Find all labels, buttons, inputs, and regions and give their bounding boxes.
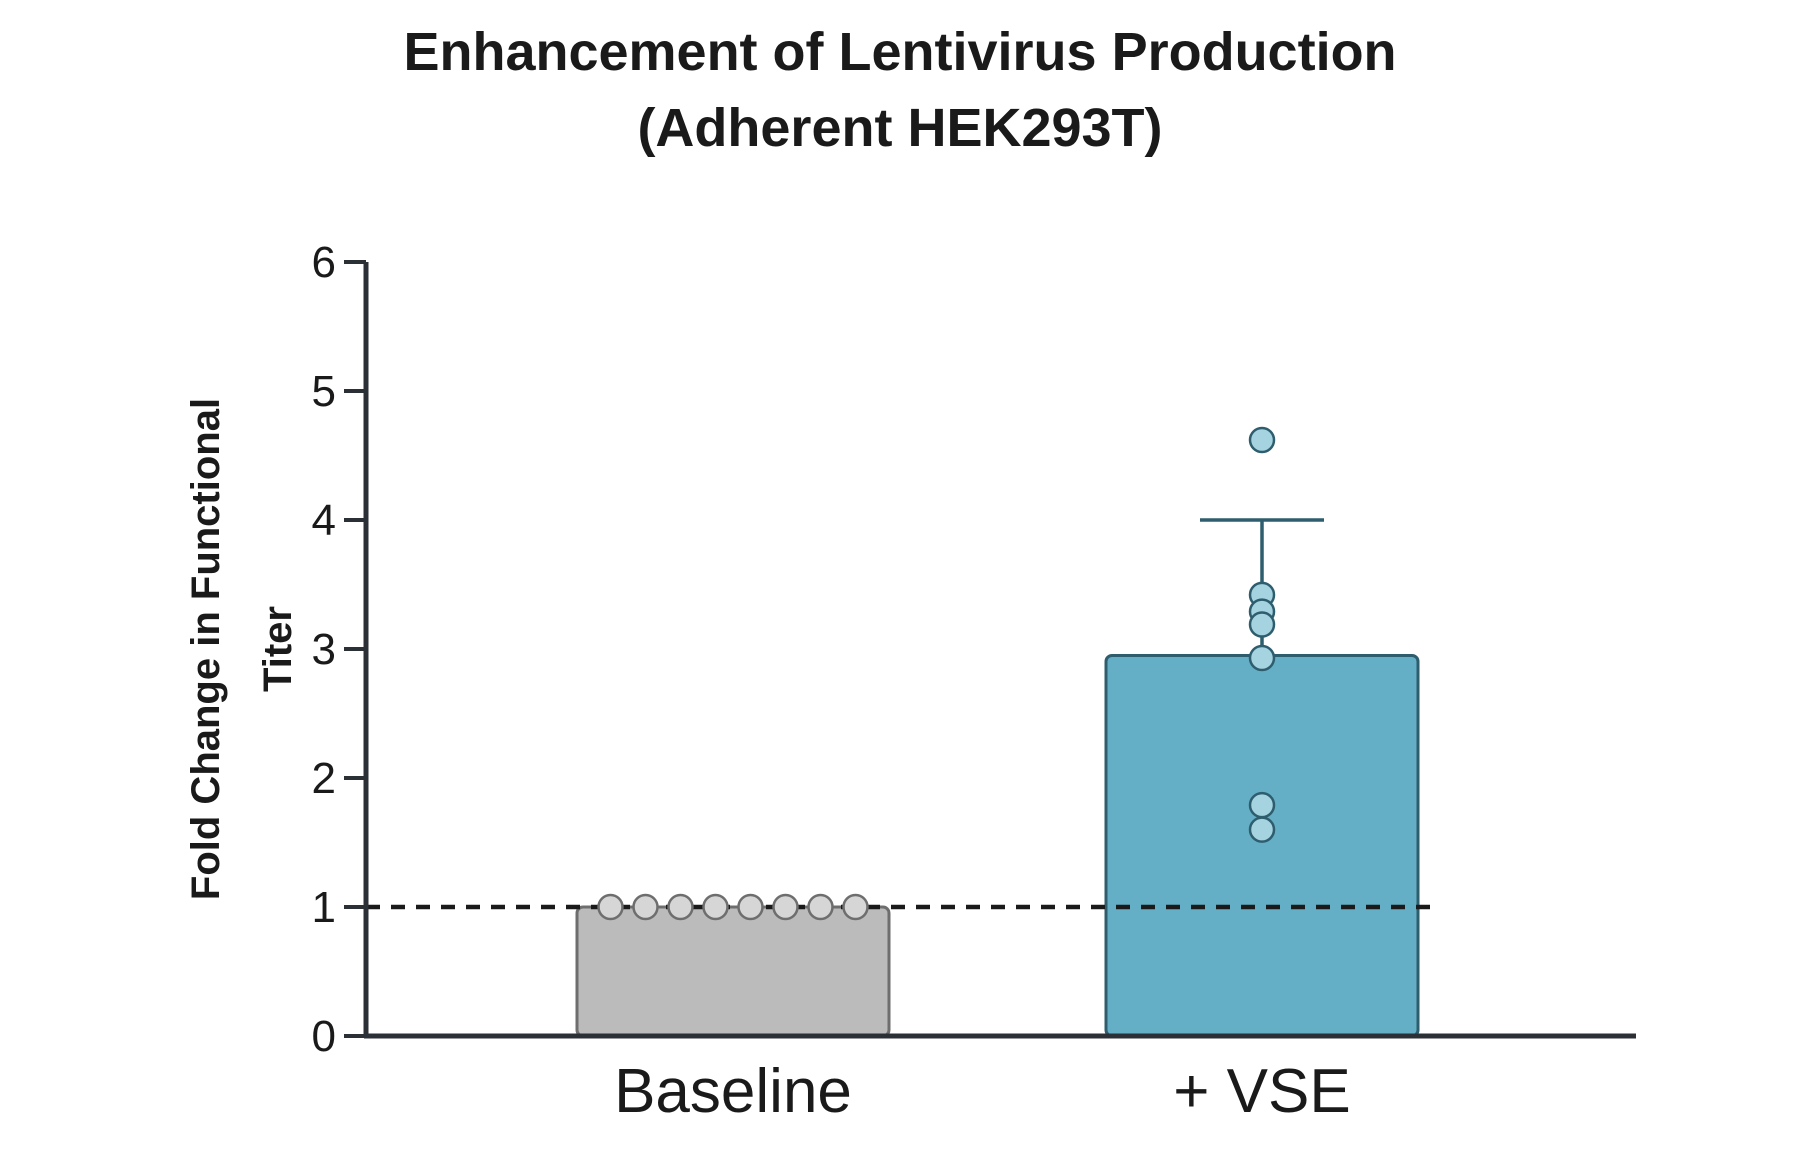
- x-category-label: + VSE: [1173, 1057, 1351, 1126]
- y-tick-label: 3: [312, 625, 336, 674]
- data-point: [807, 893, 834, 921]
- data-point: [702, 893, 729, 921]
- data-point: [667, 893, 694, 921]
- data-point: [737, 893, 764, 921]
- y-axis-title-line-2: Titer: [256, 606, 300, 692]
- x-category-label: Baseline: [614, 1057, 852, 1126]
- y-tick-label: 2: [312, 754, 336, 803]
- y-tick-label: 5: [312, 367, 336, 416]
- data-point: [1248, 644, 1276, 672]
- y-axis-title: Fold Change in Functional Titer: [184, 398, 300, 900]
- bar-baseline: [575, 905, 891, 1038]
- bar-vse: [1104, 653, 1420, 1038]
- y-tick-label: 6: [312, 238, 336, 287]
- y-tick-label: 4: [312, 496, 336, 545]
- data-point: [772, 893, 799, 921]
- data-point: [597, 893, 624, 921]
- y-axis-title-line-1: Fold Change in Functional: [184, 398, 228, 900]
- data-point: [1248, 791, 1276, 819]
- data-point: [632, 893, 659, 921]
- y-tick-label: 1: [312, 883, 336, 932]
- data-point: [1248, 816, 1276, 843]
- y-tick-label: 0: [312, 1012, 336, 1061]
- chart-title-line-2: (Adherent HEK293T): [637, 98, 1163, 158]
- data-point: [1248, 611, 1276, 638]
- data-point: [842, 893, 869, 921]
- chart-title: Enhancement of Lentivirus Production (Ad…: [0, 14, 1800, 166]
- chart-title-line-1: Enhancement of Lentivirus Production: [403, 22, 1397, 82]
- data-point: [1248, 426, 1276, 454]
